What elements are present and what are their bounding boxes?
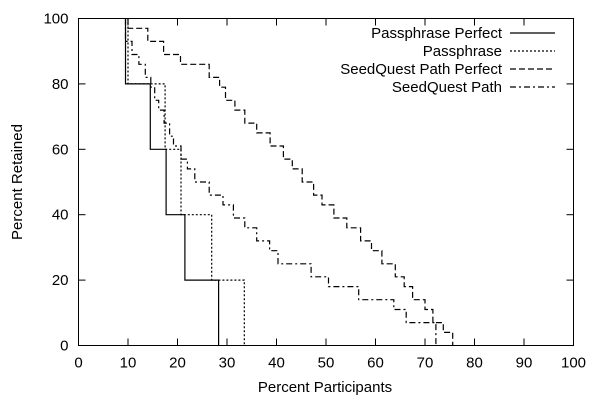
y-tick-label: 60 [52, 141, 69, 158]
series-line-2 [127, 18, 245, 346]
series-line-3 [127, 18, 454, 346]
x-tick-label: 0 [74, 355, 82, 372]
y-tick-label: 100 [43, 11, 68, 28]
legend-label-1: Passphrase Perfect [371, 25, 503, 42]
x-tick-label: 50 [318, 355, 335, 372]
x-tick-label: 40 [268, 355, 285, 372]
series-line-1 [124, 18, 220, 346]
x-tick-label: 60 [367, 355, 384, 372]
x-tick-label: 100 [561, 355, 586, 372]
y-tick-label: 40 [52, 207, 69, 224]
x-tick-label: 10 [120, 355, 137, 372]
y-tick-label: 0 [60, 338, 68, 355]
y-axis-title: Percent Retained [9, 124, 26, 240]
y-tick-label: 20 [52, 272, 69, 289]
axis-ticks: 0 10 20 30 40 50 60 70 80 90 100 0 20 40 60 80 100 [43, 11, 586, 372]
y-tick-label: 80 [52, 76, 69, 93]
x-axis-title: Percent Participants [258, 379, 392, 396]
x-tick-label: 90 [516, 355, 533, 372]
x-tick-label: 80 [466, 355, 483, 372]
x-tick-label: 20 [169, 355, 186, 372]
legend-label-2: Passphrase [423, 43, 502, 60]
x-tick-label: 30 [219, 355, 236, 372]
legend-label-3: SeedQuest Path Perfect [340, 61, 503, 78]
x-tick-label: 70 [417, 355, 434, 372]
series-lines [124, 18, 454, 346]
series-line-4 [124, 18, 437, 346]
legend-label-4: SeedQuest Path [392, 79, 502, 96]
